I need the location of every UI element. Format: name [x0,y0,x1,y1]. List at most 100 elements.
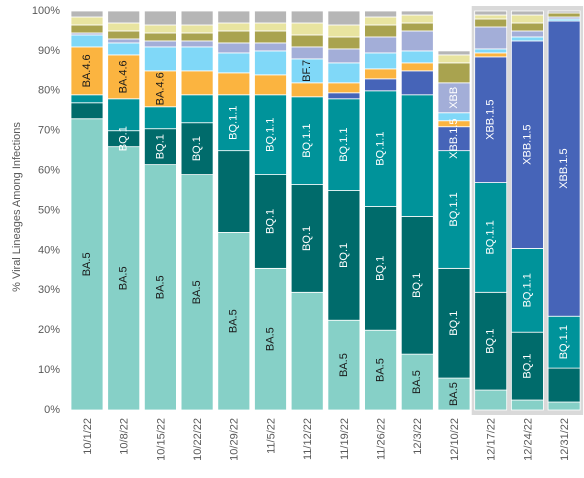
segment-label: BQ.1.1 [448,192,460,226]
bar-segment-ba-5-12-24-22 [510,399,544,411]
bar-segment-ba-5-11-26-22 [364,329,398,411]
y-tick-label: 50% [38,204,60,216]
x-tick-label: 11/12/22 [302,418,314,460]
bar-segment-xbb-1-5-12-17-22 [474,56,508,183]
bar-segment-other-1-11-12-22 [290,34,324,48]
segment-label: BA.4.6 [154,72,166,105]
segment-label: BQ.1.1 [338,128,350,162]
bar-segment-xbb-11-19-22 [327,48,361,64]
bar-segment-other-3-11-26-22 [364,10,398,18]
bar-segment-bf-7-11-5-22 [254,50,287,76]
segment-label: XBB.1.5 [485,100,497,140]
bar-segment-bf-7-10-1-22 [70,34,104,48]
segment-label: BQ.1 [375,256,387,281]
segment-label: BA.4.6 [118,60,130,93]
bar-segment-ba-4-6-10-22-22 [180,70,214,96]
x-tick-label: 11/19/22 [339,418,351,460]
x-tick-label: 11/5/22 [265,418,277,454]
bar-segment-other-2-11-5-22 [254,22,287,32]
bar-segment-ba-4-6-11-26-22 [364,68,398,80]
bar-segment-ba-5-11-5-22 [254,267,287,411]
bar-segment-bq-1-12-31-22 [547,367,581,403]
bar-segment-ba-5-11-12-22 [290,291,324,411]
bar-segment-bq-1-10-22-22 [180,122,214,175]
bar-segment-ba-5-12-17-22 [474,389,508,411]
bar-segment-ba-5-12-3-22 [400,353,434,411]
segment-label: BQ.1 [301,226,313,251]
bar-segment-xbb-1-5-11-19-22 [327,92,361,100]
bar-segment-other-2-10-1-22 [70,16,104,26]
segment-label: BQ.1 [485,329,497,354]
bar-segment-other-1-10-1-22 [70,24,104,34]
bar-segment-bq-1-11-5-22 [254,174,287,269]
bar-segment-xbb-12-17-22 [474,26,508,50]
segment-label: BA.5 [191,280,203,304]
bar-segment-bq-1-1-10-29-22 [217,94,251,152]
bar-segment-other-1-12-24-22 [510,22,544,32]
segment-label: XBB.1.5 [448,119,460,159]
bar-segment-ba-4-6-12-3-22 [400,62,434,72]
segment-label: BQ.1 [448,311,460,336]
segment-label: BQ.1 [411,273,423,298]
bar-segment-xbb-11-5-22 [254,42,287,52]
bar-segment-other-2-10-8-22 [107,22,141,32]
bar-segment-other-2-12-3-22 [400,14,434,24]
segment-label: BQ.1 [191,136,203,161]
bar-segment-other-1-12-10-22 [437,62,471,84]
bar-segment-bq-1-1-10-1-22 [70,94,104,104]
segment-label: BF.7 [301,60,313,82]
bar-segment-ba-5-10-1-22 [70,118,104,411]
bar-segment-bf-7-10-8-22 [107,42,141,56]
bar-segment-other-2-10-15-22 [143,24,177,34]
bar-segment-other-3-11-5-22 [254,10,287,24]
bar-segment-other-1-12-3-22 [400,22,434,32]
bar-segment-other-3-12-10-22 [437,50,471,56]
x-tick-label: 11/26/22 [376,418,388,460]
bar-segment-bq-1-1-11-19-22 [327,98,361,191]
segment-label: BA.5 [448,382,460,406]
y-tick-label: 40% [38,244,60,256]
segment-label: BA.5 [154,275,166,299]
bar-segment-other-3-10-1-22 [70,10,104,18]
bar-segment-other-3-12-24-22 [510,10,544,16]
segment-label: BA.5 [228,309,240,333]
bar-segment-bq-1-12-3-22 [400,216,434,355]
bar-segment-other-2-12-10-22 [437,54,471,64]
bar-segment-other-3-12-17-22 [474,10,508,16]
segment-label: BQ.1.1 [228,106,240,140]
bar-segment-bq-1-1-10-8-22 [107,98,141,132]
y-tick-label: 30% [38,284,60,296]
segment-label: BQ.1.1 [558,325,570,359]
bar-segment-ba-5-10-22-22 [180,174,214,411]
y-tick-label: 80% [38,85,60,97]
bar-segment-other-2-11-26-22 [364,16,398,26]
bar-segment-bq-1-1-11-26-22 [364,90,398,207]
bar-segment-other-1-10-29-22 [217,30,251,44]
y-axis-label: % Viral Lineages Among Infections [11,122,23,292]
bar-segment-bf-7-12-24-22 [510,36,544,42]
bar-segment-bf-7-11-26-22 [364,52,398,70]
bar-segment-bq-1-1-12-10-22 [437,150,471,269]
segment-label: BQ.1 [264,209,276,234]
bar-segment-bq-1-1-11-12-22 [290,96,324,185]
bar-segment-other-1-11-5-22 [254,30,287,44]
bar-segment-other-1-10-8-22 [107,30,141,40]
segment-label: BA.5 [411,370,423,394]
bar-layer [70,10,581,411]
x-tick-label: 10/1/22 [82,418,94,455]
bar-segment-other-1-12-31-22 [547,12,581,18]
y-tick-label: 100% [32,5,60,17]
y-tick-label: 60% [38,165,60,177]
bar-segment-bq-1-1-10-22-22 [180,94,214,124]
x-tick-label: 12/31/22 [559,418,571,461]
bar-segment-bq-1-12-10-22 [437,267,471,379]
segment-label: BQ.1.1 [485,220,497,254]
bar-segment-xbb-11-26-22 [364,36,398,54]
bar-segment-ba-4-6-11-19-22 [327,82,361,94]
bar-segment-xbb-10-15-22 [143,40,177,48]
bar-segment-bq-1-1-10-15-22 [143,106,177,130]
segment-label: BA.5 [81,252,93,276]
y-tick-label: 70% [38,125,60,137]
x-tick-label: 10/8/22 [119,418,131,455]
